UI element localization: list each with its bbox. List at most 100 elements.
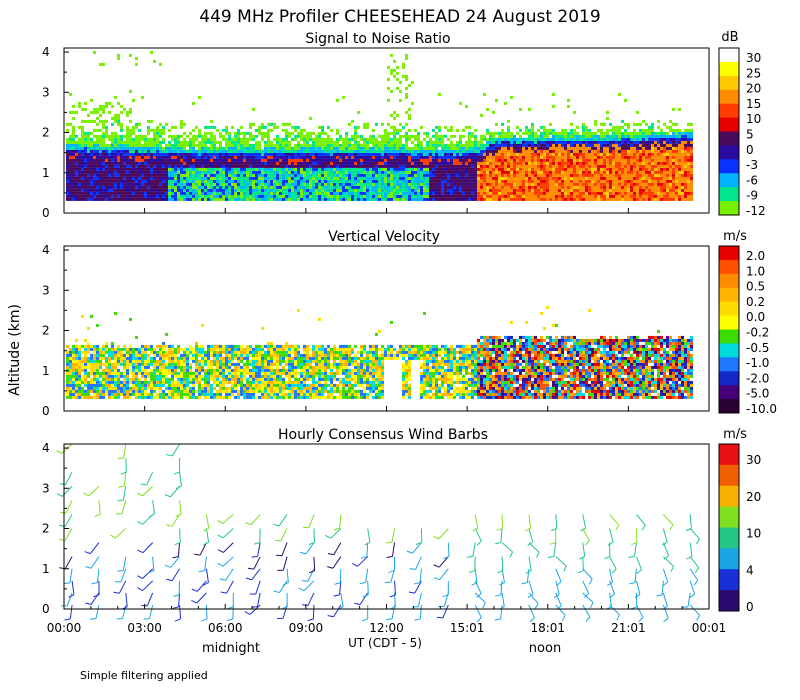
snr-cell: [96, 116, 99, 120]
snr-cell: [465, 140, 468, 144]
snr-cell: [330, 188, 333, 192]
snr-cell: [570, 161, 573, 165]
snr-cell: [684, 134, 687, 138]
snr-cell: [576, 146, 579, 150]
snr-cell: [399, 170, 402, 174]
snr-cell: [519, 167, 522, 171]
snr-cell: [453, 134, 456, 138]
snr-cell: [138, 128, 141, 132]
snr-cell: [606, 128, 609, 132]
snr-cell: [564, 128, 567, 132]
snr-cell: [339, 134, 342, 138]
snr-cell: [114, 188, 117, 192]
snr-cell: [654, 143, 657, 147]
snr-cell: [222, 146, 225, 150]
snr-cell: [384, 167, 387, 171]
snr-cell: [303, 167, 306, 171]
snr-cell: [147, 179, 150, 183]
snr-cell: [264, 146, 267, 150]
snr-cell: [324, 158, 327, 162]
snr-cell: [687, 182, 690, 186]
snr-cell: [144, 158, 147, 162]
snr-cell: [123, 152, 126, 156]
snr-cell: [504, 170, 507, 174]
snr-cell: [660, 164, 663, 168]
snr-cell: [648, 158, 651, 162]
snr-cell: [285, 173, 288, 177]
snr-cell: [417, 188, 420, 192]
snr-cell: [219, 167, 222, 171]
snr-cell: [582, 128, 585, 132]
snr-cell: [132, 179, 135, 183]
snr-cell: [375, 152, 378, 156]
snr-cell: [591, 176, 594, 180]
snr-cell: [666, 170, 669, 174]
snr-cell: [237, 137, 240, 141]
snr-cell: [195, 155, 198, 159]
snr-cell: [429, 170, 432, 174]
snr-cell: [690, 122, 693, 126]
snr-cell: [522, 143, 525, 147]
snr-cell: [279, 140, 282, 144]
snr-cell: [594, 140, 597, 144]
snr-cell: [162, 173, 165, 177]
snr-cell: [120, 173, 123, 177]
snr-cell: [606, 161, 609, 165]
snr-cell: [162, 191, 165, 195]
snr-cell: [243, 167, 246, 171]
snr-cell: [531, 188, 534, 192]
snr-cell: [330, 182, 333, 186]
snr-cell: [636, 179, 639, 183]
snr-cell: [111, 134, 114, 138]
snr-cell: [381, 194, 384, 198]
snr-cell: [651, 140, 654, 144]
snr-cell: [474, 140, 477, 144]
snr-cell: [243, 170, 246, 174]
snr-cell: [651, 143, 654, 147]
snr-cell: [675, 143, 678, 147]
snr-cell: [630, 173, 633, 177]
snr-cell: [246, 179, 249, 183]
snr-cell: [621, 155, 624, 159]
snr-cell: [588, 155, 591, 159]
snr-cell: [120, 188, 123, 192]
snr-cell: [237, 167, 240, 171]
snr-cell: [507, 185, 510, 189]
snr-cell: [447, 164, 450, 168]
snr-cell: [663, 182, 666, 186]
snr-cell: [162, 164, 165, 168]
snr-cell: [681, 143, 684, 147]
snr-cell: [162, 140, 165, 144]
snr-cell: [528, 164, 531, 168]
snr-cell: [558, 149, 561, 153]
snr-cell: [135, 164, 138, 168]
snr-cell: [117, 176, 120, 180]
snr-cell: [492, 194, 495, 198]
snr-cell: [213, 164, 216, 168]
snr-cell: [510, 185, 513, 189]
snr-cell: [231, 191, 234, 195]
snr-cell: [465, 149, 468, 153]
snr-cell: [483, 185, 486, 189]
snr-cell: [150, 191, 153, 195]
snr-cell: [204, 191, 207, 195]
snr-cell: [258, 140, 261, 144]
snr-cell: [600, 122, 603, 126]
snr-cell: [252, 182, 255, 186]
snr-cell: [81, 125, 84, 129]
snr-cell: [342, 185, 345, 189]
snr-cell: [564, 149, 567, 153]
snr-cell: [618, 125, 621, 129]
snr-cell: [282, 164, 285, 168]
snr-cell: [528, 170, 531, 174]
snr-cell: [192, 197, 195, 201]
snr-cell: [414, 155, 417, 159]
snr-cell: [414, 191, 417, 195]
snr-cell: [360, 197, 363, 201]
snr-cell: [291, 146, 294, 150]
snr-cell: [453, 188, 456, 192]
snr-cell: [168, 176, 171, 180]
snr-cell: [432, 188, 435, 192]
snr-cell: [423, 176, 426, 180]
snr-cell: [225, 188, 228, 192]
